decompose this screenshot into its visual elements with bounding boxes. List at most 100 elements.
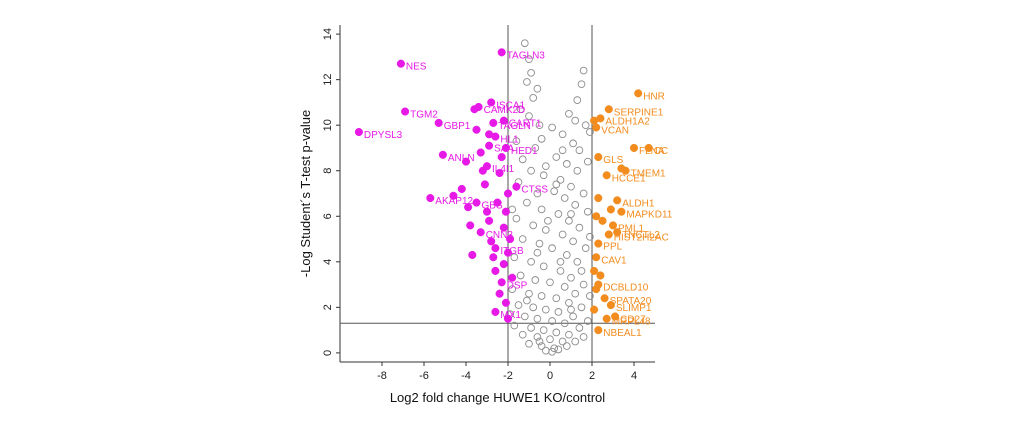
down-point: [501, 143, 510, 153]
down-point: [491, 244, 500, 253]
up-point: [629, 143, 639, 153]
down-point: [497, 278, 506, 287]
up-point: [613, 228, 622, 237]
up-point: [634, 89, 643, 98]
ns-point: [579, 280, 588, 289]
ns-point: [567, 210, 575, 218]
up-point: [592, 212, 601, 221]
down-point: [485, 141, 494, 150]
down-point: [449, 191, 458, 200]
down-point: [470, 105, 479, 114]
down-point: [487, 237, 496, 246]
ns-point: [525, 55, 533, 64]
gene-label: TNCTL2: [622, 230, 660, 241]
down-point: [499, 116, 508, 125]
gene-label: GBP1: [444, 121, 471, 132]
gene-label: MX1: [500, 310, 521, 321]
gene-label: HL1: [500, 135, 519, 146]
gene-label: SLIMP1: [616, 303, 652, 314]
gene-label: CNN3: [486, 230, 514, 241]
down-point: [489, 118, 498, 127]
gene-label: HCCE1: [612, 173, 646, 184]
ns-point: [535, 121, 544, 130]
gene-label: TAGLN: [498, 121, 531, 132]
ns-point: [565, 109, 573, 118]
down-point: [472, 198, 481, 207]
ns-point: [546, 335, 554, 344]
x-tick-label: -8: [377, 370, 387, 382]
up-point: [594, 153, 603, 162]
ns-point: [533, 248, 542, 257]
ns-point: [567, 305, 575, 314]
ns-point: [571, 289, 580, 298]
x-tick-label: -4: [461, 370, 471, 382]
ns-point: [523, 296, 531, 305]
down-point: [468, 250, 477, 260]
ns-point: [544, 216, 552, 225]
down-point: [491, 266, 500, 275]
ns-point: [541, 226, 550, 234]
ns-point: [558, 230, 567, 239]
x-tick-label: 4: [631, 370, 637, 382]
down-point: [503, 248, 513, 257]
ns-point: [518, 155, 527, 164]
down-point: [501, 207, 510, 216]
down-point: [438, 150, 447, 159]
down-point: [476, 228, 485, 237]
ns-point: [577, 303, 586, 312]
up-point: [608, 221, 618, 230]
ns-point: [575, 223, 584, 232]
ns-point: [579, 66, 588, 75]
ns-point: [558, 146, 567, 155]
up-point: [598, 216, 607, 225]
down-point: [512, 182, 521, 191]
down-point: [499, 260, 508, 269]
ns-point: [541, 305, 550, 314]
ns-point: [571, 337, 580, 346]
gene-label: HNR: [643, 91, 665, 102]
axes: [339, 25, 655, 363]
down-point: [485, 130, 494, 139]
y-ticks: 0 2 4 6 8 10 12 14: [322, 28, 340, 356]
gene-label: VCAN: [601, 125, 629, 136]
up-point: [617, 207, 626, 216]
gene-label: CAMK2D: [484, 105, 526, 116]
gene-label: ISCA1: [496, 100, 525, 111]
up-point: [592, 285, 601, 294]
ns-point: [527, 166, 535, 175]
ns-point: [510, 321, 519, 330]
ns-point: [516, 271, 525, 280]
ns-point: [581, 121, 590, 130]
gene-label: PPL: [603, 242, 622, 253]
ns-point: [569, 237, 577, 246]
up-point: [602, 171, 611, 180]
ns-point: [548, 244, 556, 252]
gene-label: SERPINE1: [614, 107, 664, 118]
down-point: [493, 198, 502, 207]
ns-point: [539, 171, 548, 180]
ns-point: [562, 160, 571, 168]
downregulated-points: DPYSL3NESTGM2GBP1ANLNAKAP12TAGLN3CAMK2DI…: [354, 48, 548, 323]
ns-point: [554, 210, 563, 218]
down-point: [426, 194, 435, 203]
y-axis-title: -Log Student´s T-test p-value: [298, 110, 313, 277]
down-point: [503, 314, 513, 323]
gene-label: DPYSL3: [364, 130, 403, 141]
y-tick-label: 0: [322, 350, 334, 356]
y-tick-label: 10: [322, 119, 334, 131]
down-point: [396, 59, 405, 68]
ns-point: [567, 273, 575, 282]
up-point: [602, 314, 611, 323]
x-ticks: -8 -6 -4 -2 0 2 4: [377, 362, 637, 382]
up-point: [594, 326, 603, 335]
ns-point: [567, 182, 575, 191]
down-point: [480, 180, 489, 189]
ns-point: [562, 251, 571, 259]
down-point: [434, 118, 443, 127]
ns-point: [552, 180, 561, 189]
ns-point: [571, 201, 580, 209]
ns-point: [541, 162, 550, 171]
y-tick-label: 2: [322, 304, 334, 310]
ns-point: [518, 235, 527, 243]
ns-point: [537, 205, 546, 214]
